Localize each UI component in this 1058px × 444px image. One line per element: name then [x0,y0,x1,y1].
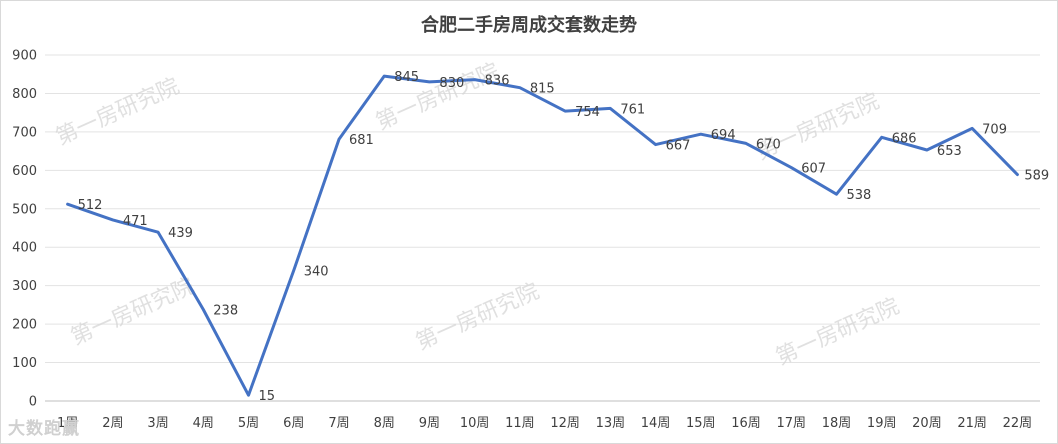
x-tick-label: 17周 [776,416,806,431]
series-line [66,74,1019,397]
x-tick-label: 21周 [957,416,987,431]
x-tick-label: 2周 [102,416,123,431]
x-tick-label: 19周 [867,416,897,431]
data-label: 670 [756,137,781,152]
x-tick-label: 3周 [147,416,168,431]
logo-text: 大数跑赢 [8,419,80,439]
x-tick-label: 20周 [912,416,942,431]
series-layer [66,74,1019,397]
x-tick-label: 15周 [686,416,716,431]
watermark-text: 第一房研究院 [772,294,903,371]
data-labels: 512 471 439 238 15 340 681 845 830 836 815 754 761 66… [78,70,1050,404]
x-tick-label: 10周 [460,416,490,431]
y-tick-label: 400 [12,241,37,256]
watermark-text: 第一房研究院 [372,59,503,136]
y-tick-label: 100 [12,356,37,371]
gridlines [45,54,1040,402]
data-label: 471 [123,214,148,229]
y-axis-ticks: 0 100 200 300 400 500 600 700 800 900 [12,49,37,410]
y-tick-label: 800 [12,87,37,102]
data-label: 607 [801,162,826,177]
x-tick-label: 8周 [374,416,395,431]
x-tick-label: 1周 [57,416,78,431]
data-label: 238 [213,304,238,319]
data-label: 836 [485,74,510,89]
y-tick-label: 300 [12,279,37,294]
y-tick-label: 600 [12,164,37,179]
x-tick-label: 9周 [419,416,440,431]
data-label: 439 [168,226,193,241]
data-label: 340 [304,264,329,279]
data-label: 681 [349,133,374,148]
x-tick-label: 7周 [328,416,349,431]
watermark-text: 第一房研究院 [752,89,883,166]
data-label: 761 [620,102,645,117]
data-label: 667 [666,139,691,154]
data-label: 15 [259,389,276,404]
x-tick-label: 22周 [1003,416,1033,431]
data-label: 694 [711,128,736,143]
y-tick-label: 0 [29,395,37,410]
data-label: 686 [892,131,917,146]
x-axis-ticks: 1周 2周 3周 4周 5周 6周 7周 8周 9周 10周 11周 12周 13周 14周 15周 16周 1… [57,416,1032,431]
x-tick-label: 18周 [822,416,852,431]
x-tick-label: 13周 [596,416,626,431]
data-label: 538 [846,188,871,203]
data-label: 512 [78,198,103,213]
x-tick-label: 4周 [193,416,214,431]
data-label: 589 [1024,169,1049,184]
data-label: 653 [937,144,962,159]
x-tick-label: 6周 [283,416,304,431]
x-tick-label: 11周 [505,416,535,431]
data-label: 815 [530,82,555,97]
y-tick-label: 500 [12,202,37,217]
y-tick-label: 900 [12,49,37,64]
x-tick-label: 12周 [550,416,580,431]
data-label: 709 [982,122,1007,137]
watermark-text: 第一房研究院 [412,279,543,356]
chart-title: 合肥二手房周成交套数走势 [421,15,637,36]
x-tick-label: 5周 [238,416,259,431]
data-label: 830 [439,76,464,91]
x-tick-label: 16周 [731,416,761,431]
watermark-text: 第一房研究院 [52,74,183,151]
y-tick-label: 700 [12,125,37,140]
data-label: 845 [394,70,419,85]
data-label: 754 [575,105,600,120]
x-tick-label: 14周 [641,416,671,431]
y-tick-label: 200 [12,318,37,333]
